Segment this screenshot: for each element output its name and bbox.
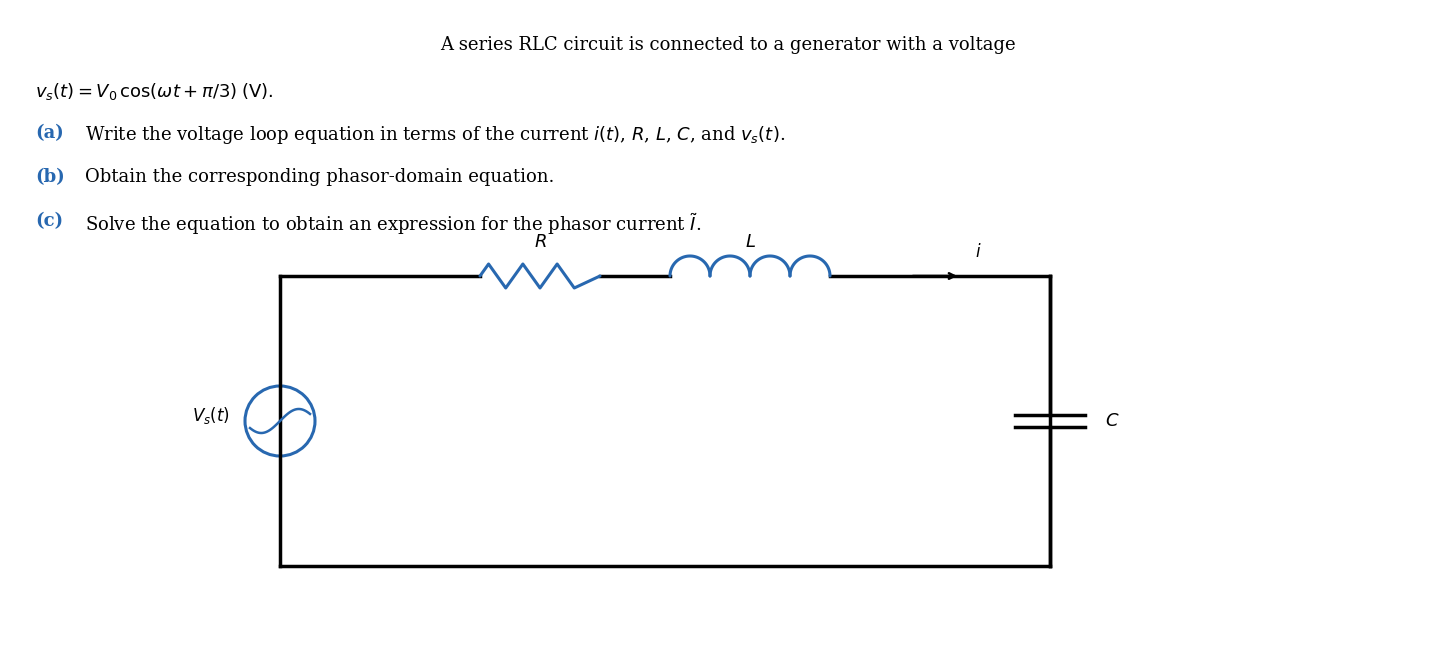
Text: $i$: $i$ [976, 243, 981, 261]
Text: $R$: $R$ [533, 233, 546, 251]
Text: $V_s(t)$: $V_s(t)$ [192, 406, 230, 426]
Text: (b): (b) [35, 168, 64, 186]
Text: $v_s(t) = V_0\,\cos(\omega t + \pi/3)\;(\mathrm{V}).$: $v_s(t) = V_0\,\cos(\omega t + \pi/3)\;(… [35, 81, 274, 102]
Text: (a): (a) [35, 124, 64, 142]
Text: $L$: $L$ [744, 233, 756, 251]
Text: (c): (c) [35, 212, 63, 230]
Text: $C$: $C$ [1105, 412, 1120, 430]
Text: Write the voltage loop equation in terms of the current $i(t)$, $R$, $L$, $C$, a: Write the voltage loop equation in terms… [84, 124, 785, 146]
Text: Solve the equation to obtain an expression for the phasor current $\tilde{I}$.: Solve the equation to obtain an expressi… [84, 212, 702, 238]
Text: A series RLC circuit is connected to a generator with a voltage: A series RLC circuit is connected to a g… [440, 36, 1016, 54]
Text: Obtain the corresponding phasor-domain equation.: Obtain the corresponding phasor-domain e… [84, 168, 555, 186]
